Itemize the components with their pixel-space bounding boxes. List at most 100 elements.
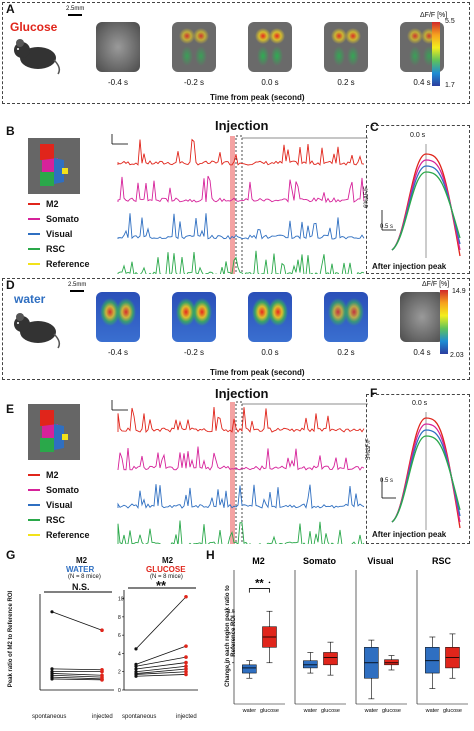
legend-swatch xyxy=(28,504,40,506)
injected-point xyxy=(100,628,104,632)
panel-a-colorbar-max: 5.5 xyxy=(445,18,455,25)
panel-c-box xyxy=(366,125,470,274)
peak-window xyxy=(235,401,243,544)
spontaneous-point xyxy=(50,667,54,671)
panel-d-colorbar-min: 2.03 xyxy=(450,352,464,359)
brain-image xyxy=(172,292,216,342)
legend-item: Somato xyxy=(28,485,79,495)
peak-trace xyxy=(391,435,461,523)
legend-item: Visual xyxy=(28,500,72,510)
panel-e-label: E xyxy=(6,402,15,416)
scale-bar-a xyxy=(68,14,82,16)
legend-swatch xyxy=(28,534,40,536)
subject-line xyxy=(51,673,103,676)
panel-d-label: D xyxy=(6,278,15,292)
y-tick-label: 2 xyxy=(118,670,121,676)
panel-h-label: H xyxy=(206,548,215,562)
scale-bar-d-label: 2.5mm xyxy=(68,282,87,288)
box-water xyxy=(303,660,318,669)
panel-d-colorbar-title: ΔF/F [%] xyxy=(422,281,450,288)
panel-c-peak-plot xyxy=(381,144,461,258)
brain-image xyxy=(248,22,292,72)
legend-item: RSC xyxy=(28,515,65,525)
g-glucose-x-spont: spontaneous xyxy=(122,714,157,720)
injected-point xyxy=(184,660,188,665)
legend-item: M2 xyxy=(28,470,59,480)
g-glucose-title-2: GLUCOSE xyxy=(146,565,186,574)
g-glucose-n: (N = 8 mice) xyxy=(150,574,183,580)
panel-g-glucose-plot: 0 2 4 6 8 10 xyxy=(118,587,198,694)
g-water-x-inj: injected xyxy=(92,714,113,720)
y-tick-label: 8 xyxy=(118,615,121,621)
panel-c-scale: 0.5 s xyxy=(380,224,394,230)
panel-a-colorbar-min: 1.7 xyxy=(445,82,455,89)
g-water-sig: N.S. xyxy=(72,582,90,592)
time-label: 0.2 s xyxy=(337,348,355,357)
panel-d-xlabel: Time from peak (second) xyxy=(210,368,305,377)
time-label: -0.2 s xyxy=(183,348,204,357)
subject-line xyxy=(135,596,187,650)
legend-item: Somato xyxy=(28,214,79,224)
legend-swatch xyxy=(28,203,40,205)
subject-line xyxy=(135,674,187,677)
panel-a-condition: Glucose xyxy=(10,20,58,34)
trace-line xyxy=(117,484,365,509)
legend-swatch xyxy=(28,248,40,250)
panel-e-traces xyxy=(111,400,368,544)
injected-point xyxy=(100,669,104,674)
g-water-title-1: M2 xyxy=(76,556,88,565)
significance-stars: ** xyxy=(255,577,264,589)
y-tick-label: 1 xyxy=(228,661,231,667)
panel-e-title: Injection xyxy=(215,386,269,401)
legend-label: Reference xyxy=(46,259,90,269)
brain-image xyxy=(96,292,140,342)
y-tick-label: 0 xyxy=(118,688,121,694)
injected-point xyxy=(184,667,188,671)
time-label: 0.2 s xyxy=(337,78,355,87)
subject-line xyxy=(135,668,187,674)
brain-roi-map-e xyxy=(28,404,80,460)
subject-line xyxy=(135,656,187,667)
legend-swatch xyxy=(28,474,40,476)
y-tick-label: 10 xyxy=(118,597,124,603)
legend-item: Reference xyxy=(28,530,90,540)
panel-c-time: 0.0 s xyxy=(410,132,426,139)
x-tick-label: glucose xyxy=(443,708,462,714)
box-glucose xyxy=(384,659,399,666)
spontaneous-point xyxy=(134,647,138,651)
time-label: -0.4 s xyxy=(107,78,128,87)
trace-line xyxy=(117,520,365,544)
region-title: Visual xyxy=(367,556,393,566)
brain-image xyxy=(96,22,140,72)
injection-marker xyxy=(230,402,235,544)
trace-line xyxy=(117,407,365,433)
legend-label: M2 xyxy=(46,470,59,480)
box-water xyxy=(242,664,257,674)
legend-label: Somato xyxy=(46,214,80,224)
injected-point xyxy=(184,664,188,669)
subject-line xyxy=(51,676,103,680)
panel-d-box xyxy=(2,278,470,380)
subject-line xyxy=(51,611,103,631)
legend-label: M2 xyxy=(46,199,59,209)
x-tick-label: glucose xyxy=(260,708,279,714)
y-tick-label: 6 xyxy=(118,633,121,639)
g-glucose-x-inj: injected xyxy=(176,714,197,720)
trace-line xyxy=(117,446,365,471)
time-label: 0.0 s xyxy=(261,78,279,87)
brain-image xyxy=(400,292,444,342)
mouse-icon xyxy=(14,313,61,349)
spontaneous-point xyxy=(50,677,54,681)
time-label: -0.4 s xyxy=(107,348,128,357)
panel-f-box xyxy=(366,394,470,544)
injected-point xyxy=(184,594,188,599)
scale-bar-a-label: 2.5mm xyxy=(66,6,85,12)
panel-a-colorbar-title: ΔF/F [%] xyxy=(420,12,448,19)
time-label: -0.2 s xyxy=(183,78,204,87)
injected-point xyxy=(184,644,188,648)
legend-swatch xyxy=(28,519,40,521)
panel-g-label: G xyxy=(6,548,16,562)
legend-label: Somato xyxy=(46,485,80,495)
panel-a-label: A xyxy=(6,2,15,16)
panel-b-traces xyxy=(111,134,368,274)
